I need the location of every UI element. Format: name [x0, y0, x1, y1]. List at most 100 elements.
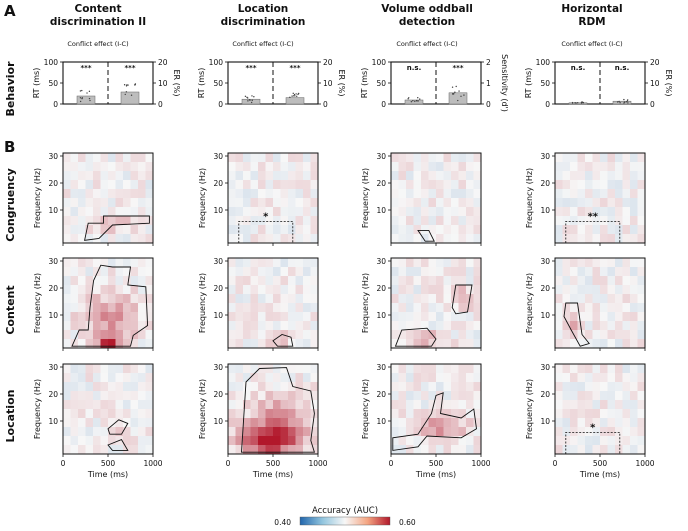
tf-cell — [562, 427, 571, 437]
tf-cell — [108, 285, 116, 295]
tf-cell — [288, 162, 296, 172]
tf-cell — [310, 339, 319, 349]
tf-cell — [235, 153, 244, 163]
tf-cell — [406, 198, 414, 208]
tf-cell — [123, 225, 131, 235]
tf-cell — [600, 216, 608, 226]
freq-tick-label: 20 — [48, 179, 58, 188]
tf-cell — [108, 258, 116, 268]
tf-cell — [100, 436, 109, 446]
behavior-datapoint — [247, 97, 249, 99]
tf-cell — [592, 427, 601, 437]
tf-cell — [637, 303, 646, 313]
tf-cell — [63, 234, 71, 244]
tf-cell — [85, 207, 94, 217]
right-tick-label: 10 — [650, 79, 660, 88]
tf-cell — [585, 189, 593, 199]
tf-cell — [466, 409, 474, 419]
tf-cell — [622, 330, 631, 340]
tf-cell — [406, 294, 414, 304]
column-subtitle: Conflict effect (I-C) — [232, 40, 293, 48]
tf-cell — [70, 198, 79, 208]
tf-cell — [630, 198, 638, 208]
tf-cell — [78, 427, 86, 437]
time-axis-label: Time (ms) — [87, 470, 128, 479]
freq-tick-label: 10 — [48, 417, 58, 426]
tf-cell — [562, 436, 571, 446]
tf-cell — [265, 276, 274, 286]
tf-cell — [436, 267, 444, 277]
tf-cell — [303, 409, 311, 419]
tf-cell — [607, 400, 616, 410]
tf-cell — [592, 339, 601, 349]
freq-tick-label: 30 — [376, 257, 386, 266]
behavior-datapoint — [460, 95, 462, 97]
tf-cell — [458, 180, 467, 190]
tf-cell — [250, 409, 259, 419]
behavior-datapoint — [414, 100, 416, 103]
tf-cell — [295, 400, 304, 410]
tf-cell — [265, 285, 274, 295]
tf-cell — [228, 418, 236, 428]
tf-cell — [615, 294, 623, 304]
tf-cell — [85, 171, 94, 181]
tf-cell — [615, 382, 623, 392]
tf-cell — [265, 312, 274, 322]
tf-cell — [258, 258, 266, 268]
tf-cell — [115, 409, 124, 419]
tf-cell — [258, 427, 266, 437]
tf-cell — [428, 258, 437, 268]
tf-cell — [258, 216, 266, 226]
tf-cell — [615, 258, 623, 268]
tf-cell — [273, 330, 281, 340]
tf-cell — [473, 294, 482, 304]
tf-cell — [577, 162, 586, 172]
behavior-datapoint — [453, 93, 455, 95]
tf-cell — [228, 339, 236, 349]
tf-cell — [310, 391, 319, 401]
tf-cell — [413, 285, 422, 295]
freq-axis-label: Frequency (Hz) — [198, 379, 207, 439]
tf-cell — [577, 364, 586, 374]
tf-cell — [280, 180, 289, 190]
tf-cell — [138, 189, 146, 199]
tf-cell — [600, 312, 608, 322]
tf-cell — [436, 364, 444, 374]
tf-cell — [391, 258, 399, 268]
panel-b-label: B — [4, 138, 15, 156]
tf-cell — [555, 339, 563, 349]
tf-cell — [280, 216, 289, 226]
tf-cell — [115, 207, 124, 217]
tf-cell — [398, 445, 407, 455]
tf-cell — [100, 162, 109, 172]
behavior-datapoint — [297, 93, 299, 96]
tf-cell — [228, 153, 236, 163]
tf-cell — [398, 294, 407, 304]
tf-cell — [451, 225, 459, 235]
tf-cell — [243, 373, 251, 383]
tf-cell — [295, 294, 304, 304]
column-title-line: detection — [399, 16, 455, 28]
tf-cell — [406, 418, 414, 428]
tf-cell — [288, 400, 296, 410]
tf-cell — [600, 400, 608, 410]
tf-cell — [78, 339, 86, 349]
freq-tick-label: 10 — [48, 206, 58, 215]
tf-cell — [421, 171, 429, 181]
tf-cell — [473, 339, 482, 349]
tf-cell — [63, 382, 71, 392]
tf-cell — [243, 409, 251, 419]
tf-cell — [570, 189, 578, 199]
tf-cell — [577, 330, 586, 340]
tf-cell — [310, 382, 319, 392]
tf-cell — [295, 189, 304, 199]
behavior-datapoint — [451, 86, 454, 88]
tf-cell — [63, 258, 71, 268]
tf-cell — [258, 339, 266, 349]
tf-cell — [63, 330, 71, 340]
tf-cell — [391, 285, 399, 295]
tf-cell — [265, 321, 274, 331]
tf-cell — [145, 427, 154, 437]
